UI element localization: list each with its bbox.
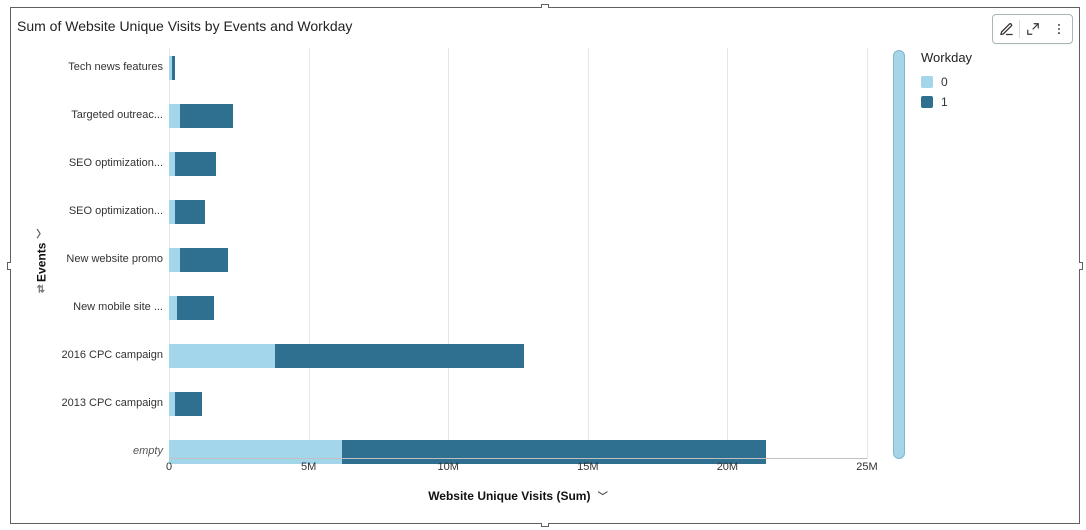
edit-button[interactable] xyxy=(993,16,1019,42)
category-label: SEO optimization... xyxy=(69,205,163,217)
category-label: 2016 CPC campaign xyxy=(61,349,163,361)
expand-icon xyxy=(1026,22,1040,36)
x-baseline xyxy=(169,458,867,459)
visual-stage: Sum of Website Unique Visits by Events a… xyxy=(0,0,1086,530)
kebab-icon xyxy=(1052,22,1066,36)
expand-button[interactable] xyxy=(1020,16,1046,42)
legend-item[interactable]: 1 xyxy=(921,95,1061,109)
plot-area xyxy=(169,48,867,459)
bar-row[interactable] xyxy=(169,248,867,272)
bar-segment[interactable] xyxy=(169,296,177,320)
category-label: New mobile site ... xyxy=(73,301,163,313)
x-ticks: 05M10M15M20M25M xyxy=(169,461,867,475)
y-axis-title-text: Events xyxy=(34,243,48,282)
legend-label: 1 xyxy=(941,95,948,109)
pencil-icon xyxy=(999,22,1014,37)
category-label: empty xyxy=(133,445,163,457)
category-label: Tech news features xyxy=(68,61,163,73)
x-tick-label: 20M xyxy=(717,461,738,473)
x-tick-label: 10M xyxy=(437,461,458,473)
y-axis-title[interactable]: ⇅ Events ﹀ xyxy=(34,229,49,295)
bar-segment[interactable] xyxy=(169,344,275,368)
chevron-down-icon: ﹀ xyxy=(34,229,49,239)
category-label: SEO optimization... xyxy=(69,157,163,169)
bar-segment[interactable] xyxy=(172,56,175,80)
x-axis-title[interactable]: Website Unique Visits (Sum) ﹀ xyxy=(169,488,867,503)
chart-title: Sum of Website Unique Visits by Events a… xyxy=(17,18,352,34)
chart-area: ⇅ Events ﹀ Tech news features Targeted ou… xyxy=(31,48,879,515)
category-label: Targeted outreac... xyxy=(71,109,163,121)
legend-title: Workday xyxy=(921,50,1061,65)
category-labels: Tech news features Targeted outreac... SEO… xyxy=(51,48,169,459)
x-axis-title-text: Website Unique Visits (Sum) xyxy=(428,489,590,503)
legend-label: 0 xyxy=(941,75,948,89)
sort-icon: ⇅ xyxy=(37,285,45,296)
chevron-down-icon: ﹀ xyxy=(598,492,608,503)
x-tick-label: 15M xyxy=(577,461,598,473)
legend-swatch xyxy=(921,76,933,88)
bar-row[interactable] xyxy=(169,104,867,128)
bar-row[interactable] xyxy=(169,344,867,368)
menu-button[interactable] xyxy=(1046,16,1072,42)
x-tick-label: 0 xyxy=(166,461,172,473)
gridline xyxy=(867,48,868,459)
widget-toolbar xyxy=(992,14,1073,44)
bar-segment[interactable] xyxy=(180,104,233,128)
bar-segment[interactable] xyxy=(175,392,203,416)
legend-item[interactable]: 0 xyxy=(921,75,1061,89)
x-tick-label: 25M xyxy=(856,461,877,473)
chart-widget: Sum of Website Unique Visits by Events a… xyxy=(11,8,1079,523)
bar-segment[interactable] xyxy=(180,248,227,272)
bar-segment[interactable] xyxy=(177,296,213,320)
x-tick-label: 5M xyxy=(301,461,316,473)
bar-segment[interactable] xyxy=(169,104,180,128)
bar-row[interactable] xyxy=(169,56,867,80)
bar-row[interactable] xyxy=(169,200,867,224)
y-axis-title-wrap: ⇅ Events ﹀ xyxy=(31,48,51,475)
bar-row[interactable] xyxy=(169,152,867,176)
legend: Workday 01 xyxy=(921,50,1061,115)
bar-segment[interactable] xyxy=(175,200,206,224)
bar-row[interactable] xyxy=(169,296,867,320)
category-label: 2013 CPC campaign xyxy=(61,397,163,409)
category-scroll-thumb[interactable] xyxy=(893,50,905,459)
bar-segment[interactable] xyxy=(169,248,180,272)
legend-swatch xyxy=(921,96,933,108)
bar-segment[interactable] xyxy=(175,152,217,176)
bar-row[interactable] xyxy=(169,392,867,416)
category-label: New website promo xyxy=(66,253,163,265)
bar-segment[interactable] xyxy=(275,344,523,368)
legend-items: 01 xyxy=(921,75,1061,109)
